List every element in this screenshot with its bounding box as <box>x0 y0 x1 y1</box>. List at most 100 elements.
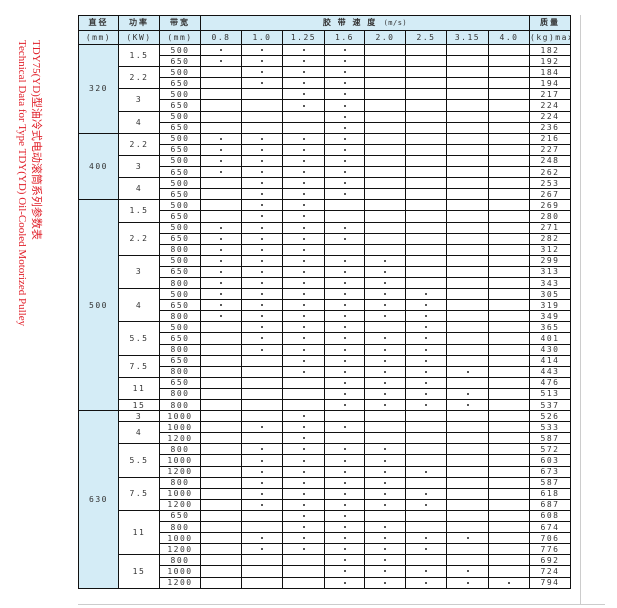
table-row: 800 430 <box>79 343 572 356</box>
speed-cell <box>446 321 489 334</box>
available-dot-icon <box>343 492 346 495</box>
speed-cell <box>487 487 531 500</box>
table-row: 7.5 800 587 <box>79 476 572 511</box>
speed-cell <box>200 365 242 378</box>
speed-cell <box>282 254 325 267</box>
speed-cell <box>324 398 365 412</box>
width-cell: 800 <box>159 443 201 456</box>
mass-cell: 692 <box>529 554 572 567</box>
speed-cell <box>282 99 325 112</box>
available-dot-icon <box>302 537 305 540</box>
available-dot-icon <box>261 448 263 451</box>
speed-cell <box>405 221 447 234</box>
speed-cell <box>282 221 325 234</box>
speed-cell <box>324 177 365 190</box>
speed-cell <box>405 376 447 389</box>
mass-cell: 572 <box>529 443 572 456</box>
available-dot-icon <box>466 581 469 584</box>
speed-cell <box>200 387 242 401</box>
speed-cell <box>324 110 365 123</box>
speed-cell <box>241 532 283 545</box>
speed-cell <box>364 354 406 367</box>
speed-cell <box>446 310 489 323</box>
available-dot-icon <box>302 248 305 251</box>
available-dot-icon <box>261 259 263 262</box>
speed-cell <box>446 410 489 423</box>
speed-cell <box>241 454 283 467</box>
speed-cell <box>487 465 531 478</box>
mass-cell: 526 <box>529 410 572 423</box>
speed-cell <box>405 343 447 356</box>
available-dot-icon <box>343 359 346 362</box>
mass-cell: 216 <box>529 132 572 145</box>
speed-cell <box>487 243 531 256</box>
speed-cell <box>324 243 365 256</box>
table-row: 1000 603 <box>79 454 572 467</box>
speed-cell <box>364 199 406 212</box>
available-dot-icon <box>220 49 222 52</box>
available-dot-icon <box>343 126 346 129</box>
speed-cell <box>487 254 531 267</box>
speed-cell <box>282 498 325 511</box>
table-row: 4 500 305 <box>79 288 572 323</box>
speed-cell <box>487 276 531 290</box>
mass-cell: 194 <box>529 77 572 90</box>
power-cell: 3 <box>118 88 160 112</box>
speed-cell <box>487 365 531 378</box>
speed-cell <box>446 465 489 478</box>
available-dot-icon <box>261 204 263 207</box>
available-dot-icon <box>261 159 263 162</box>
header-mass-unit: (kg)max <box>529 29 572 45</box>
power-cell: 15 <box>118 554 160 589</box>
speed-cell <box>200 188 242 201</box>
width-cell: 650 <box>159 376 201 389</box>
speed-cell <box>241 354 283 367</box>
speed-cell <box>405 332 447 345</box>
speed-cell <box>446 354 489 367</box>
speed-cell <box>324 487 365 500</box>
width-cell: 500 <box>159 221 201 234</box>
mass-cell: 262 <box>529 166 572 179</box>
power-cell: 1.5 <box>118 43 160 68</box>
speed-cell <box>405 554 447 567</box>
speed-cell <box>200 509 242 523</box>
available-dot-icon <box>384 581 386 584</box>
width-cell: 800 <box>159 387 201 401</box>
speed-cell <box>364 188 406 201</box>
width-cell: 650 <box>159 99 201 112</box>
available-dot-icon <box>384 537 386 540</box>
available-dot-icon <box>343 326 346 329</box>
speed-cell <box>446 443 489 456</box>
speed-cell <box>200 199 242 212</box>
available-dot-icon <box>343 104 346 107</box>
speed-cell <box>324 576 365 589</box>
speed-cell <box>405 177 447 190</box>
available-dot-icon <box>261 348 263 351</box>
available-dot-icon <box>302 503 305 506</box>
available-dot-icon <box>220 171 222 174</box>
mass-cell: 192 <box>529 55 572 68</box>
available-dot-icon <box>425 315 427 318</box>
speed-cell <box>200 154 242 168</box>
header-speed-3.15: 3.15 <box>446 29 489 45</box>
speed-cell <box>282 554 325 567</box>
speed-cell <box>487 321 531 334</box>
speed-cell <box>364 387 406 401</box>
mass-cell: 724 <box>529 565 572 578</box>
speed-cell <box>364 143 406 156</box>
mass-cell: 319 <box>529 299 572 312</box>
available-dot-icon <box>466 404 469 407</box>
available-dot-icon <box>343 148 346 151</box>
available-dot-icon <box>343 448 346 451</box>
available-dot-icon <box>302 93 305 96</box>
mass-cell: 224 <box>529 99 572 112</box>
width-cell: 650 <box>159 299 201 312</box>
speed-cell <box>324 532 365 545</box>
mass-cell: 280 <box>529 210 572 223</box>
speed-cell <box>446 232 489 245</box>
available-dot-icon <box>220 270 222 273</box>
mass-cell: 271 <box>529 221 572 234</box>
speed-cell <box>487 66 531 79</box>
speed-cell <box>282 432 325 445</box>
speed-cell <box>324 343 365 356</box>
